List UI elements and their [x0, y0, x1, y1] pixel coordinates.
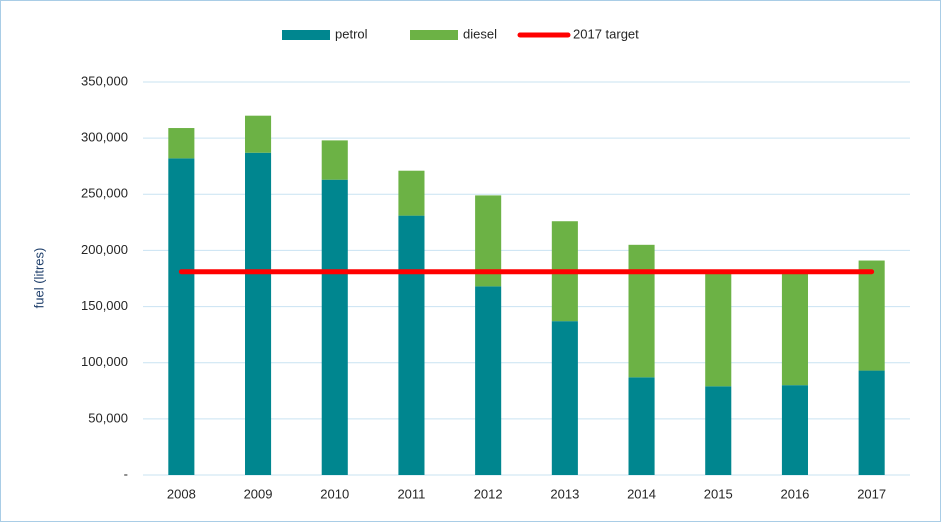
y-axis-title: fuel (litres) [31, 248, 46, 309]
bar [321, 179, 348, 475]
y-tick-label: 250,000 [81, 186, 128, 201]
bar [551, 321, 578, 475]
bar [628, 244, 655, 378]
legend-label: petrol [335, 26, 368, 41]
bar [781, 271, 808, 386]
legend-label: diesel [463, 26, 497, 41]
bar [858, 260, 885, 371]
bar [168, 128, 195, 159]
bar [245, 115, 272, 153]
x-tick-label: 2012 [474, 486, 503, 501]
y-tick-label: 200,000 [81, 242, 128, 257]
x-tick-label: 2009 [244, 486, 273, 501]
bar [398, 170, 425, 216]
y-tick-label: 300,000 [81, 130, 128, 145]
legend-swatch [282, 30, 330, 40]
x-tick-label: 2017 [857, 486, 886, 501]
x-tick-label: 2010 [320, 486, 349, 501]
y-tick-label: 150,000 [81, 298, 128, 313]
bar [628, 377, 655, 475]
x-tick-label: 2008 [167, 486, 196, 501]
bar [781, 385, 808, 475]
x-tick-label: 2013 [550, 486, 579, 501]
x-tick-label: 2015 [704, 486, 733, 501]
bar [475, 286, 502, 475]
bar [168, 158, 195, 475]
y-tick-label: 100,000 [81, 354, 128, 369]
bar [245, 152, 272, 476]
x-tick-label: 2011 [397, 486, 425, 501]
x-tick-label: 2014 [627, 486, 656, 501]
y-tick-label: 50,000 [88, 410, 128, 425]
bar [398, 215, 425, 475]
bar [858, 370, 885, 475]
legend-label: 2017 target [573, 26, 639, 41]
bar [705, 271, 732, 387]
y-tick-label: 350,000 [81, 73, 128, 88]
legend-swatch [410, 30, 458, 40]
bar [705, 386, 732, 475]
bar [321, 140, 348, 180]
x-tick-label: 2016 [780, 486, 809, 501]
y-tick-label: - [124, 466, 128, 481]
